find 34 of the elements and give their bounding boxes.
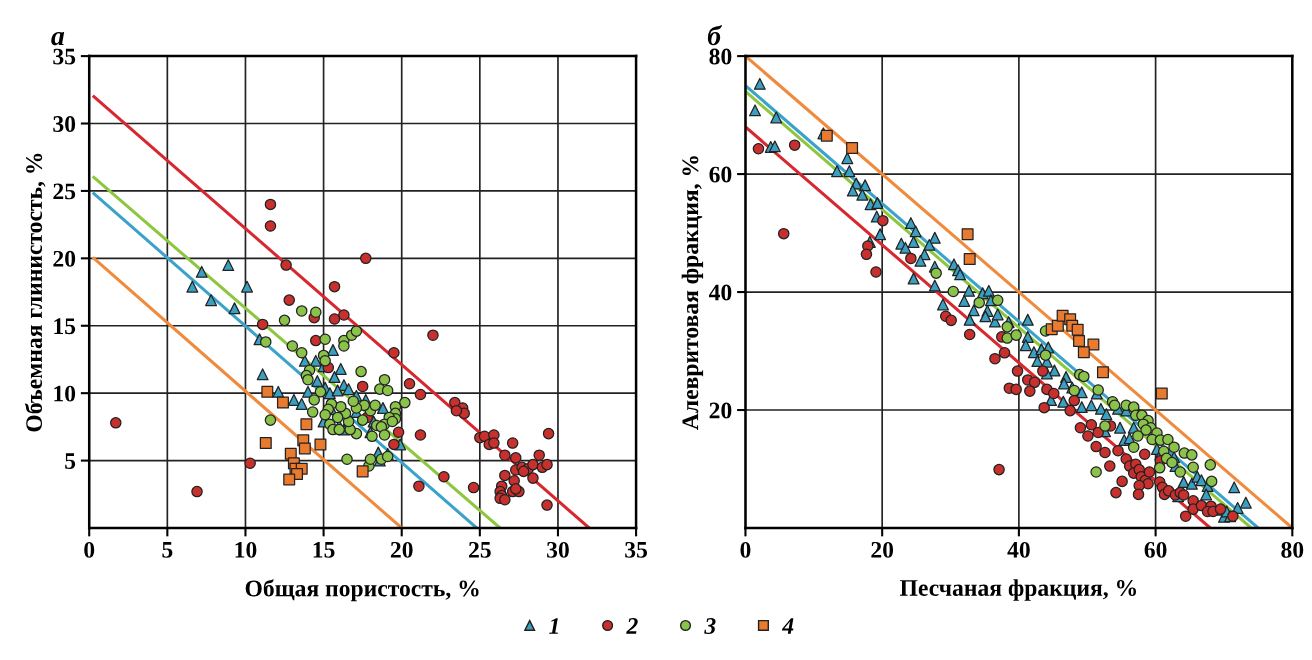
x-tick-label: 30 — [547, 541, 569, 558]
legend-label: 4 — [781, 618, 794, 634]
x-axis-title: Общая пористость, % — [245, 579, 479, 602]
x-tick-label: 80 — [1281, 541, 1304, 558]
x-tick-label: 25 — [469, 541, 491, 558]
x-tick-label: 5 — [162, 542, 173, 558]
legend-label: 2 — [626, 618, 638, 634]
x-tick-label: 15 — [313, 541, 335, 558]
chart-title: а — [51, 31, 65, 46]
x-tick-label: 20 — [390, 541, 413, 558]
y-tick-label: 15 — [54, 318, 76, 335]
y-tick-label: 30 — [53, 116, 76, 132]
y-axis-title: Объемная глинистость, % — [24, 153, 46, 432]
legend-label: 1 — [549, 618, 558, 634]
y-tick-label: 10 — [54, 385, 76, 402]
x-tick-label: 10 — [235, 541, 257, 558]
x-tick-label: 20 — [871, 541, 894, 558]
x-axis-title: Песчаная фракция, % — [900, 579, 1136, 601]
y-axis-title: Алевритовая фракция, % — [681, 156, 704, 430]
y-tick-label: 40 — [708, 284, 732, 301]
x-tick-label: 35 — [625, 541, 648, 558]
x-tick-label: 0 — [740, 541, 751, 558]
x-tick-label: 40 — [1007, 541, 1030, 558]
y-tick-label: 80 — [709, 48, 732, 65]
y-tick-label: 20 — [53, 250, 76, 267]
x-tick-label: 60 — [1144, 541, 1167, 558]
y-tick-label: 60 — [709, 166, 732, 183]
y-tick-label: 20 — [709, 402, 732, 419]
chart-title: б — [707, 25, 722, 46]
y-tick-label: 5 — [65, 453, 76, 470]
legend-label: 3 — [704, 618, 716, 634]
y-tick-label: 25 — [53, 183, 76, 200]
y-tick-label: 35 — [53, 48, 76, 65]
x-tick-label: 0 — [84, 541, 95, 558]
